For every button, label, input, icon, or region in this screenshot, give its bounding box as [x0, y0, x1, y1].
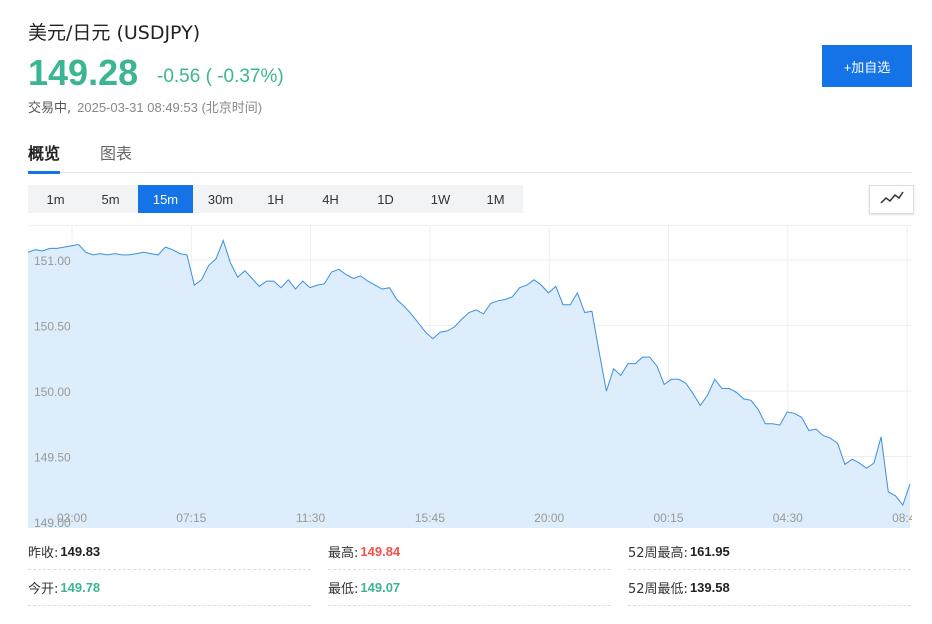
interval-15m[interactable]: 15m	[138, 185, 193, 213]
price-chart: 151.00 150.50 150.00 149.50 149.00 03:00 07:15…	[28, 225, 912, 529]
price-change: -0.56 ( -0.37%)	[157, 66, 284, 87]
tab-overview[interactable]: 概览	[28, 140, 61, 174]
stat-value: 149.07	[360, 580, 401, 595]
stat-prev-close: 昨收: 149.83	[28, 534, 311, 570]
stat-value: 149.78	[60, 580, 101, 595]
x-axis-label: 04:30	[773, 511, 803, 525]
stats-row: 昨收: 149.83 最高: 149.84 52周最高: 161.95	[28, 534, 912, 570]
x-axis-label: 08:45	[892, 511, 912, 525]
y-axis-label: 150.50	[34, 320, 71, 334]
y-axis-label: 151.00	[34, 254, 71, 268]
y-axis-label: 149.00	[34, 516, 71, 528]
current-price: 149.28	[28, 52, 139, 93]
interval-5m[interactable]: 5m	[101, 191, 120, 207]
interval-4h[interactable]: 4H	[322, 191, 339, 207]
x-axis-label: 00:15	[653, 511, 683, 525]
x-axis-label: 15:45	[415, 511, 445, 525]
tab-chart[interactable]: 图表	[100, 144, 133, 163]
status-label: 交易中,	[28, 101, 72, 116]
stat-value: 161.95	[689, 544, 730, 559]
add-to-watchlist-button[interactable]: +加自选	[822, 45, 912, 87]
stat-label: 52周最低:	[628, 582, 688, 597]
quote-timestamp: 2025-03-31 08:49:53 (北京时间)	[77, 100, 263, 115]
stat-high: 最高: 149.84	[328, 534, 611, 570]
stat-52w-low: 52周最低: 139.58	[628, 570, 911, 606]
stats-row: 今开: 149.78 最低: 149.07 52周最低: 139.58	[28, 570, 912, 606]
interval-1h[interactable]: 1H	[267, 191, 284, 207]
stat-value: 149.84	[360, 544, 401, 559]
x-axis-label: 07:15	[176, 511, 206, 525]
x-axis-label: 20:00	[534, 511, 564, 525]
price-line	[28, 239, 911, 507]
tab-bar: 概览 图表	[28, 140, 912, 174]
x-axis-label: 11:30	[296, 511, 325, 525]
stat-low: 最低: 149.07	[328, 570, 611, 606]
y-axis-label: 149.50	[34, 451, 71, 465]
interval-selector: 1m 5m 15m 30m 1H 4H 1D 1W 1M	[28, 185, 523, 213]
interval-1mo[interactable]: 1M	[486, 191, 505, 207]
interval-30m[interactable]: 30m	[207, 191, 234, 207]
stat-value: 149.83	[60, 544, 101, 559]
x-axis-label: 03:00	[57, 511, 87, 525]
stat-label: 52周最高:	[628, 546, 688, 561]
interval-1m[interactable]: 1m	[46, 191, 65, 207]
stat-label: 最低:	[328, 582, 359, 597]
instrument-title: 美元/日元 (USDJPY)	[28, 22, 201, 44]
chart-type-button[interactable]	[869, 185, 914, 214]
stat-label: 今开:	[28, 582, 59, 597]
line-chart-icon	[879, 190, 904, 209]
stat-value: 139.58	[689, 580, 730, 595]
stat-label: 最高:	[328, 546, 359, 561]
stat-label: 昨收:	[28, 546, 59, 561]
stat-open: 今开: 149.78	[28, 570, 311, 606]
price-area	[28, 240, 910, 528]
trading-status: 交易中, 2025-03-31 08:49:53 (北京时间)	[28, 97, 262, 116]
stat-52w-high: 52周最高: 161.95	[628, 534, 911, 570]
y-axis-label: 150.00	[34, 385, 71, 399]
interval-1d[interactable]: 1D	[377, 191, 394, 207]
interval-1w[interactable]: 1W	[430, 191, 451, 207]
